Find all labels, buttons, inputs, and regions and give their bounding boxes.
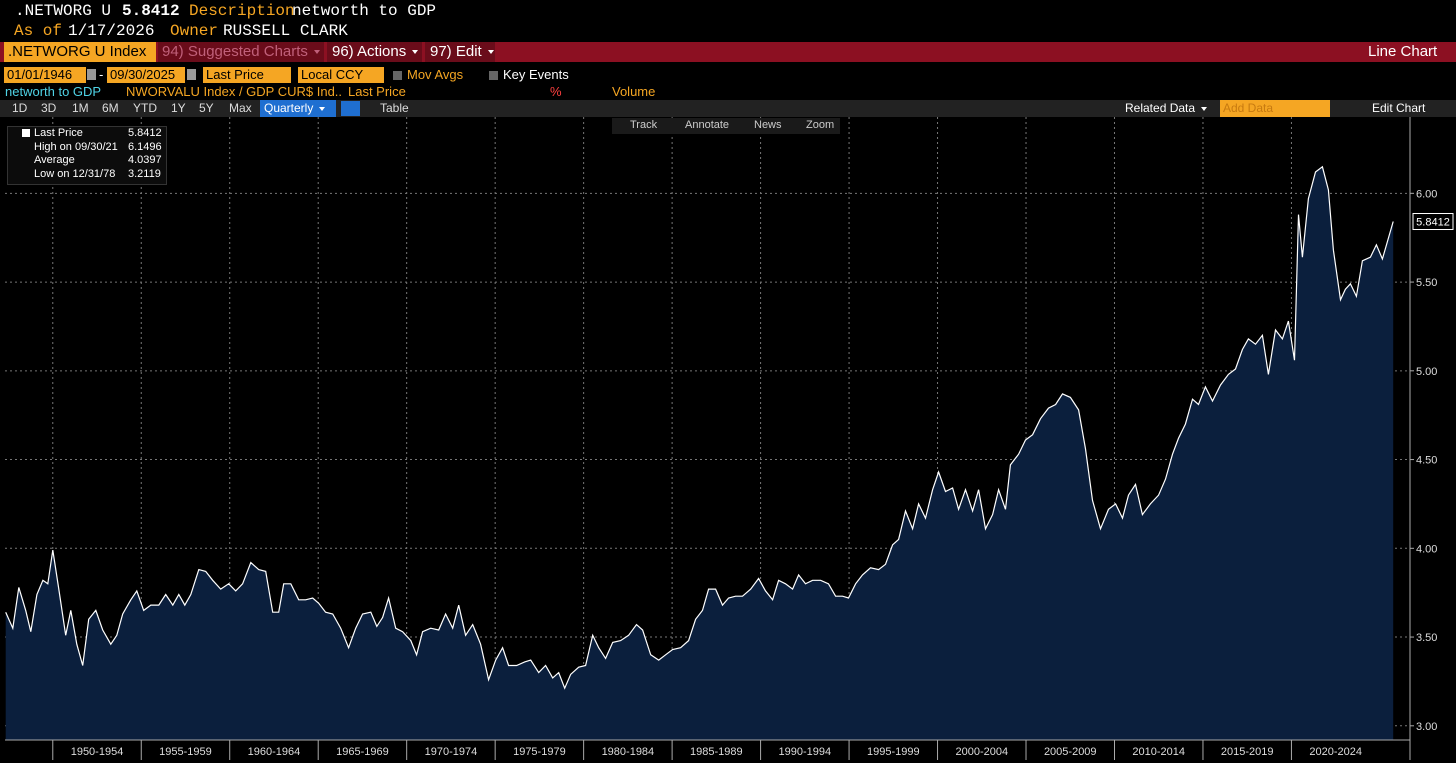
stat-label: Average [34, 154, 75, 166]
x-tick-label: 1950-1954 [71, 746, 124, 758]
date-separator: - [99, 67, 104, 82]
chart-tool[interactable]: Track [630, 119, 658, 131]
legend-volume: Volume [612, 84, 656, 99]
add-data[interactable]: Add Data [1220, 100, 1330, 117]
chart-tool[interactable]: Zoom [806, 119, 835, 131]
frequency[interactable]: Quarterly [260, 100, 336, 117]
field[interactable]: Last Price [203, 67, 291, 83]
menu-label: 97) Edit [430, 43, 482, 60]
x-tick-label: 2010-2014 [1132, 746, 1185, 758]
chart: 5.8412 3.00 3.50 4.00 4.50 5.00 5.50 6.00 1950-1… [5, 117, 1454, 760]
menu[interactable]: 96) Actions [327, 42, 422, 62]
period-button[interactable]: Max [229, 101, 252, 115]
stat-value: 5.8412 [128, 127, 162, 139]
stat-swatch [22, 129, 30, 137]
stat-value: 6.1496 [128, 140, 162, 153]
ticker: .NETWORG U [15, 2, 112, 20]
key-events-label: Key Events [503, 67, 569, 82]
stat-value: 4.0397 [128, 154, 162, 166]
mov-avgs-label: Mov Avgs [407, 67, 464, 82]
table-button[interactable]: Table [380, 101, 409, 115]
owner: RUSSELL CLARK [223, 22, 348, 40]
x-tick-label: 1985-1989 [690, 746, 743, 758]
menu-label: 94) Suggested Charts [162, 43, 308, 60]
end-date[interactable]: 09/30/2025 [107, 67, 185, 83]
as-of-label: As of [14, 22, 63, 40]
mov-avgs[interactable]: Mov Avgs [393, 67, 463, 82]
x-tick-label: 1995-1999 [867, 746, 920, 758]
price: 5.8412 [122, 2, 180, 20]
start-date[interactable]: 01/01/1946 [4, 67, 86, 83]
frequency-label: Quarterly [264, 101, 314, 115]
related-data[interactable]: Related Data [1125, 100, 1208, 117]
owner-label: Owner [170, 22, 219, 40]
stats-box [7, 126, 167, 185]
period-button[interactable]: 1Y [171, 101, 186, 115]
legend-security: NWORVALU Index / GDP CUR$ Ind.. [126, 84, 343, 99]
chart-tools [612, 118, 840, 134]
x-tick-label: 1960-1964 [248, 746, 301, 758]
y-tick-label: 5.00 [1416, 366, 1437, 378]
period-bar [0, 100, 1456, 117]
currency[interactable]: Local CCY [298, 67, 384, 83]
last-value-box [1412, 213, 1454, 231]
legend-percent: % [550, 84, 562, 99]
x-tick-label: 2000-2004 [955, 746, 1008, 758]
key-events[interactable]: Key Events [489, 67, 569, 82]
menu[interactable]: 94) Suggested Charts [158, 42, 324, 62]
stat-value: 3.2119 [128, 167, 161, 180]
x-tick-label: 1965-1969 [336, 746, 389, 758]
y-tick-label: 3.00 [1416, 721, 1437, 733]
area [5, 166, 1394, 741]
x-tick-label: 1975-1979 [513, 746, 566, 758]
chart-tool[interactable]: Annotate [685, 119, 730, 131]
description: networth to GDP [292, 2, 437, 20]
related-data-label: Related Data [1125, 101, 1196, 115]
y-tick-label: 4.00 [1416, 543, 1437, 555]
y-tick-label: 4.50 [1416, 455, 1437, 467]
line [5, 165, 1394, 690]
x-tick-label: 1980-1984 [602, 746, 655, 758]
period-button[interactable]: 1D [12, 101, 28, 115]
x-tick-label: 1970-1974 [425, 746, 478, 758]
description-label: Description [189, 2, 295, 20]
legend-field: Last Price [348, 84, 406, 99]
period-button[interactable]: YTD [133, 101, 157, 115]
y-tick-label: 3.50 [1416, 632, 1437, 644]
chart-kind: Line Chart [1368, 43, 1438, 60]
stat-label: High on 09/30/21 [34, 140, 118, 153]
chart-tool[interactable]: News [754, 119, 782, 131]
chart-icon[interactable] [341, 101, 360, 116]
y-tick-label: 6.00 [1416, 188, 1437, 200]
x-tick-label: 1955-1959 [159, 746, 212, 758]
period-button[interactable]: 3D [41, 101, 57, 115]
last-value-label: 5.8412 [1416, 217, 1450, 229]
x-tick-label: 2015-2019 [1221, 746, 1274, 758]
x-tick-label: 2005-2009 [1044, 746, 1097, 758]
period-button[interactable]: 1M [72, 101, 89, 115]
menu-label: 96) Actions [332, 43, 407, 60]
x-tick-label: 2020-2024 [1309, 746, 1362, 758]
period-button[interactable]: 5Y [199, 101, 214, 115]
menu[interactable]: 97) Edit [425, 42, 495, 62]
stat-label: Low on 12/31/78 [34, 167, 116, 180]
as-of: 1/17/2026 [68, 22, 155, 40]
stat-label: Last Price [34, 127, 83, 139]
calendar-icon[interactable] [87, 69, 96, 80]
series-legend: networth to GDP [5, 84, 102, 99]
edit-chart[interactable]: Edit Chart [1372, 101, 1426, 115]
calendar-icon[interactable] [187, 69, 196, 80]
period-button[interactable]: 6M [102, 101, 119, 115]
security-box[interactable]: .NETWORG U Index [4, 42, 156, 62]
y-tick-label: 5.50 [1416, 277, 1437, 289]
x-tick-label: 1990-1994 [779, 746, 832, 758]
